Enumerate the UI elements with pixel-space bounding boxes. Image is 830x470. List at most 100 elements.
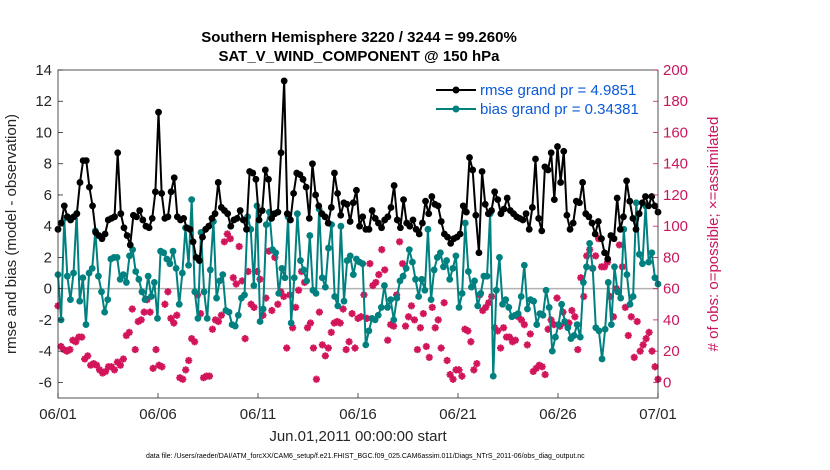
obs-point [280,292,288,301]
obs-point [401,322,410,330]
x-tick-label: 06/01 [39,406,77,423]
obs-point [363,314,371,322]
bias-point [113,254,121,261]
bias-point [219,271,227,279]
rmse-point [349,199,357,207]
bias-point [349,271,357,279]
bias-point [430,266,438,274]
y-tick-label: -6 [39,374,52,391]
bias-point [154,314,161,322]
bias-point [122,279,130,286]
right-axis: 0 20 40 60 80 100 120 140 160 180 200 [653,62,688,391]
y-tick-label: 8 [44,156,52,173]
obs-point [553,294,561,302]
bias-point [552,333,559,341]
obs-point [208,325,217,333]
rmse-point [186,225,194,233]
bias-point [520,261,528,269]
obs-point [419,310,427,318]
rmse-point [591,230,599,238]
obs-point [268,306,276,315]
bias-point [126,252,133,260]
y2-tick-label: 80 [663,249,680,266]
bias-point [70,269,77,277]
bias-point [639,260,646,268]
rmse-point [255,216,263,224]
bias-point [452,252,460,260]
bias-point [104,296,112,303]
obs-point [348,310,356,318]
bias-point [533,321,541,328]
bias-point [374,311,382,319]
obs-point [345,338,353,346]
obs-point [217,311,225,319]
bias-point [492,286,500,294]
rmse-point [437,218,445,225]
rmse-point [384,213,392,221]
bias-point [259,305,267,313]
obs-point [161,300,169,308]
bias-point [306,232,314,239]
obs-point [72,338,80,346]
obs-point [84,352,92,360]
rmse-point [57,219,65,227]
rmse-point [519,216,527,224]
obs-point [458,372,466,380]
rmse-point [164,213,172,221]
bias-point [334,302,342,310]
bias-point [524,305,531,313]
obs-point [283,344,291,352]
rmse-point [214,179,222,186]
bias-point [384,304,391,311]
obs-point [470,366,478,374]
chart-title: Southern Hemisphere 3220 / 3244 = 99.260… [201,29,517,46]
bias-point [241,291,248,299]
obs-point [262,294,270,302]
rmse-point [623,177,630,185]
y-tick-label: 4 [44,218,52,235]
obs-point [609,313,618,321]
obs-point [309,344,318,352]
bias-point [135,275,143,283]
y2-tick-label: 140 [663,156,688,173]
obs-point [600,263,609,271]
bias-point [576,333,584,341]
bias-point [303,277,311,285]
y2-tick-label: 0 [663,374,671,391]
bias-point [424,225,432,233]
obs-point [390,322,398,330]
rmse-point [620,213,627,221]
bias-point [548,347,556,355]
rmse-point [224,210,232,218]
obs-point [256,275,264,283]
bias-point [147,293,155,300]
x-tick-label: 06/16 [339,406,377,423]
bias-point [275,289,283,297]
obs-point [116,361,124,369]
obs-point [479,306,487,315]
obs-point [642,335,650,343]
rmse-point [136,207,144,214]
obs-point [517,316,525,324]
bias-point [141,296,149,303]
rmse-point [236,207,244,214]
bias-point [262,221,270,229]
rmse-point [522,210,530,218]
rmse-point [76,179,84,186]
rmse-point [503,194,511,202]
bias-point [175,300,183,308]
rmse-point [195,257,203,264]
rmse-point [594,218,602,225]
obs-point [247,300,255,308]
obs-point [395,238,404,246]
rmse-point [635,210,643,218]
rmse-point [645,202,652,210]
obs-point [179,375,187,383]
obs-point [538,363,546,371]
rmse-point [393,216,401,224]
bias-point [225,308,233,316]
rmse-point [466,154,473,161]
bias-point [138,288,146,296]
obs-point [196,310,205,318]
bias-point [272,249,280,257]
